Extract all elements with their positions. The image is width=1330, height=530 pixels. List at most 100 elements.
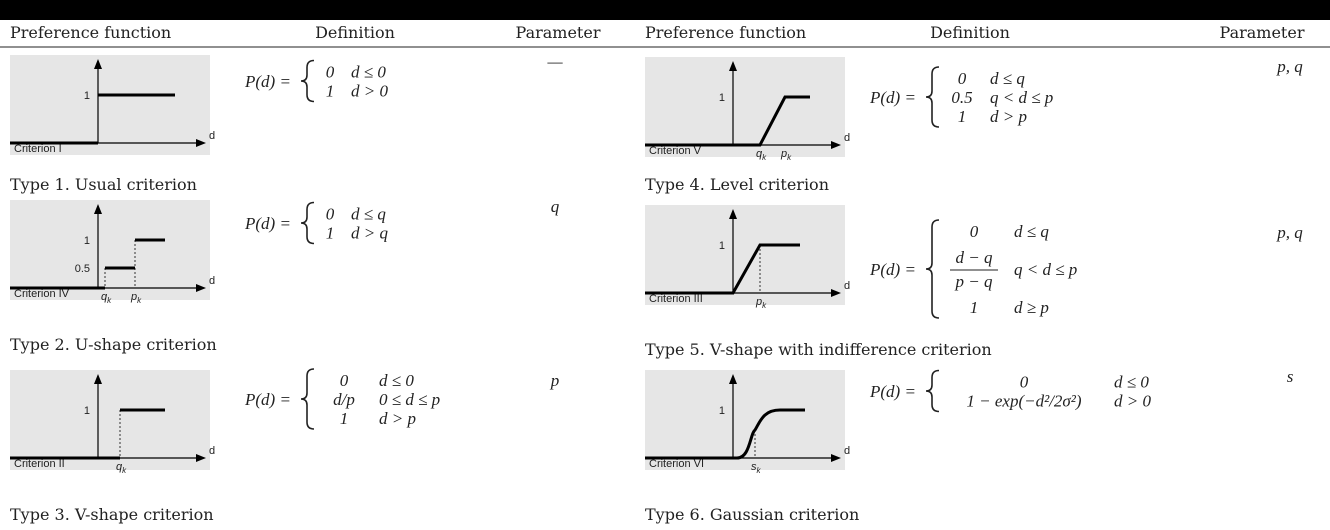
figure-background — [10, 200, 210, 300]
case-condition: d > q — [351, 224, 388, 243]
formula-lhs: P(d) = — [869, 382, 916, 401]
y-tick-label: 1 — [84, 405, 90, 417]
x-axis-label: d — [844, 280, 850, 292]
formula-lhs: P(d) = — [244, 72, 291, 91]
criterion-label: Criterion I — [14, 143, 62, 155]
fraction-denominator: p − q — [955, 272, 993, 291]
tick-sub: k — [757, 466, 762, 475]
fraction-numerator: d − q — [956, 248, 993, 267]
x-axis-label: d — [209, 275, 215, 287]
case-value: 0 — [970, 222, 979, 241]
case-value: 1 — [970, 298, 979, 317]
formula-lhs: P(d) = — [869, 260, 916, 279]
case-value: 0 — [958, 69, 967, 88]
tick-sub: k — [762, 301, 767, 310]
case-value: 0 — [326, 205, 335, 224]
criterion-label: Criterion II — [14, 458, 65, 470]
x-tick-label: qk — [101, 291, 112, 305]
case-condition: d ≤ 0 — [1114, 373, 1149, 392]
case-condition: d ≤ q — [990, 69, 1025, 88]
criterion-label: Criterion III — [649, 293, 703, 305]
case-condition: d ≤ 0 — [351, 63, 386, 82]
brace — [925, 219, 940, 319]
y-arrow — [94, 59, 102, 69]
case-value: 1 − exp(−d²/2σ²) — [966, 392, 1081, 411]
criterion-figure: d Criterion II 1 qk — [10, 370, 215, 475]
y-arrow — [94, 374, 102, 384]
x-tick-label: pk — [130, 291, 142, 305]
y-tick-label: 1 — [84, 235, 90, 247]
x-tick-label: pk — [780, 148, 792, 162]
x-arrow — [831, 454, 841, 462]
x-axis-label: d — [209, 445, 215, 457]
case-condition: q < d ≤ p — [990, 88, 1053, 107]
brace — [300, 201, 315, 245]
x-tick-label: qk — [116, 461, 127, 475]
figure-background — [645, 57, 845, 157]
x-arrow — [196, 139, 206, 147]
tick-sub: k — [137, 296, 142, 305]
x-tick-label: qk — [756, 148, 767, 162]
x-arrow — [831, 289, 841, 297]
case-value: 0 — [326, 63, 335, 82]
criterion-figure: d Criterion I 1 — [10, 55, 215, 155]
caption: Type 1. Usual criterion — [10, 175, 197, 194]
parameter: p, q — [1276, 57, 1303, 76]
x-arrow — [196, 454, 206, 462]
figure-background — [645, 205, 845, 305]
y-tick-label: 1 — [719, 405, 725, 417]
figure-background — [10, 370, 210, 470]
brace — [925, 66, 940, 128]
tick-base: p — [130, 291, 137, 303]
tick-sub: k — [762, 153, 767, 162]
formula-lhs: P(d) = — [244, 214, 291, 233]
column-header: Parameter — [1220, 23, 1305, 42]
title-band — [0, 0, 1330, 20]
caption: Type 4. Level criterion — [645, 175, 829, 194]
case-condition: d > 0 — [351, 82, 388, 101]
formula-lhs: P(d) = — [244, 390, 291, 409]
x-axis-label: d — [209, 130, 215, 142]
brace — [300, 59, 315, 103]
parameter: s — [1287, 367, 1294, 386]
y-arrow — [729, 374, 737, 384]
tick-base: s — [751, 461, 757, 473]
case-value: 0.5 — [951, 88, 972, 107]
preference-curve — [645, 243, 800, 295]
column-header: Definition — [930, 23, 1010, 42]
criterion-label: Criterion V — [649, 145, 702, 157]
y-arrow — [729, 209, 737, 219]
y-arrow — [729, 61, 737, 71]
x-axis-label: d — [844, 132, 850, 144]
case-value: 1 — [958, 107, 967, 126]
tick-base: p — [780, 148, 787, 160]
parameter: p — [550, 371, 560, 390]
x-tick-label: pk — [755, 296, 767, 310]
x-arrow — [196, 284, 206, 292]
parameter: q — [551, 197, 560, 216]
formula-lhs: P(d) = — [869, 88, 916, 107]
y-tick-label: 1 — [719, 240, 725, 252]
x-arrow — [831, 141, 841, 149]
x-tick-label: sk — [751, 461, 762, 475]
column-header: Preference function — [645, 23, 806, 42]
case-condition: q < d ≤ p — [1014, 260, 1077, 279]
case-condition: d ≤ q — [351, 205, 386, 224]
column-header: Preference function — [10, 23, 171, 42]
brace — [300, 368, 315, 430]
column-header: Definition — [315, 23, 395, 42]
criterion-label: Criterion VI — [649, 458, 704, 470]
tick-base: q — [101, 291, 108, 303]
parameter: p, q — [1276, 223, 1303, 242]
case-value: 1 — [326, 82, 335, 101]
tick-base: q — [116, 461, 123, 473]
tick-sub: k — [107, 296, 112, 305]
y-arrow — [94, 204, 102, 214]
preference-curve — [645, 95, 810, 147]
case-value: 1 — [326, 224, 335, 243]
case-condition: d ≥ p — [1014, 298, 1049, 317]
tick-base: q — [756, 148, 763, 160]
figure-background — [10, 55, 210, 155]
